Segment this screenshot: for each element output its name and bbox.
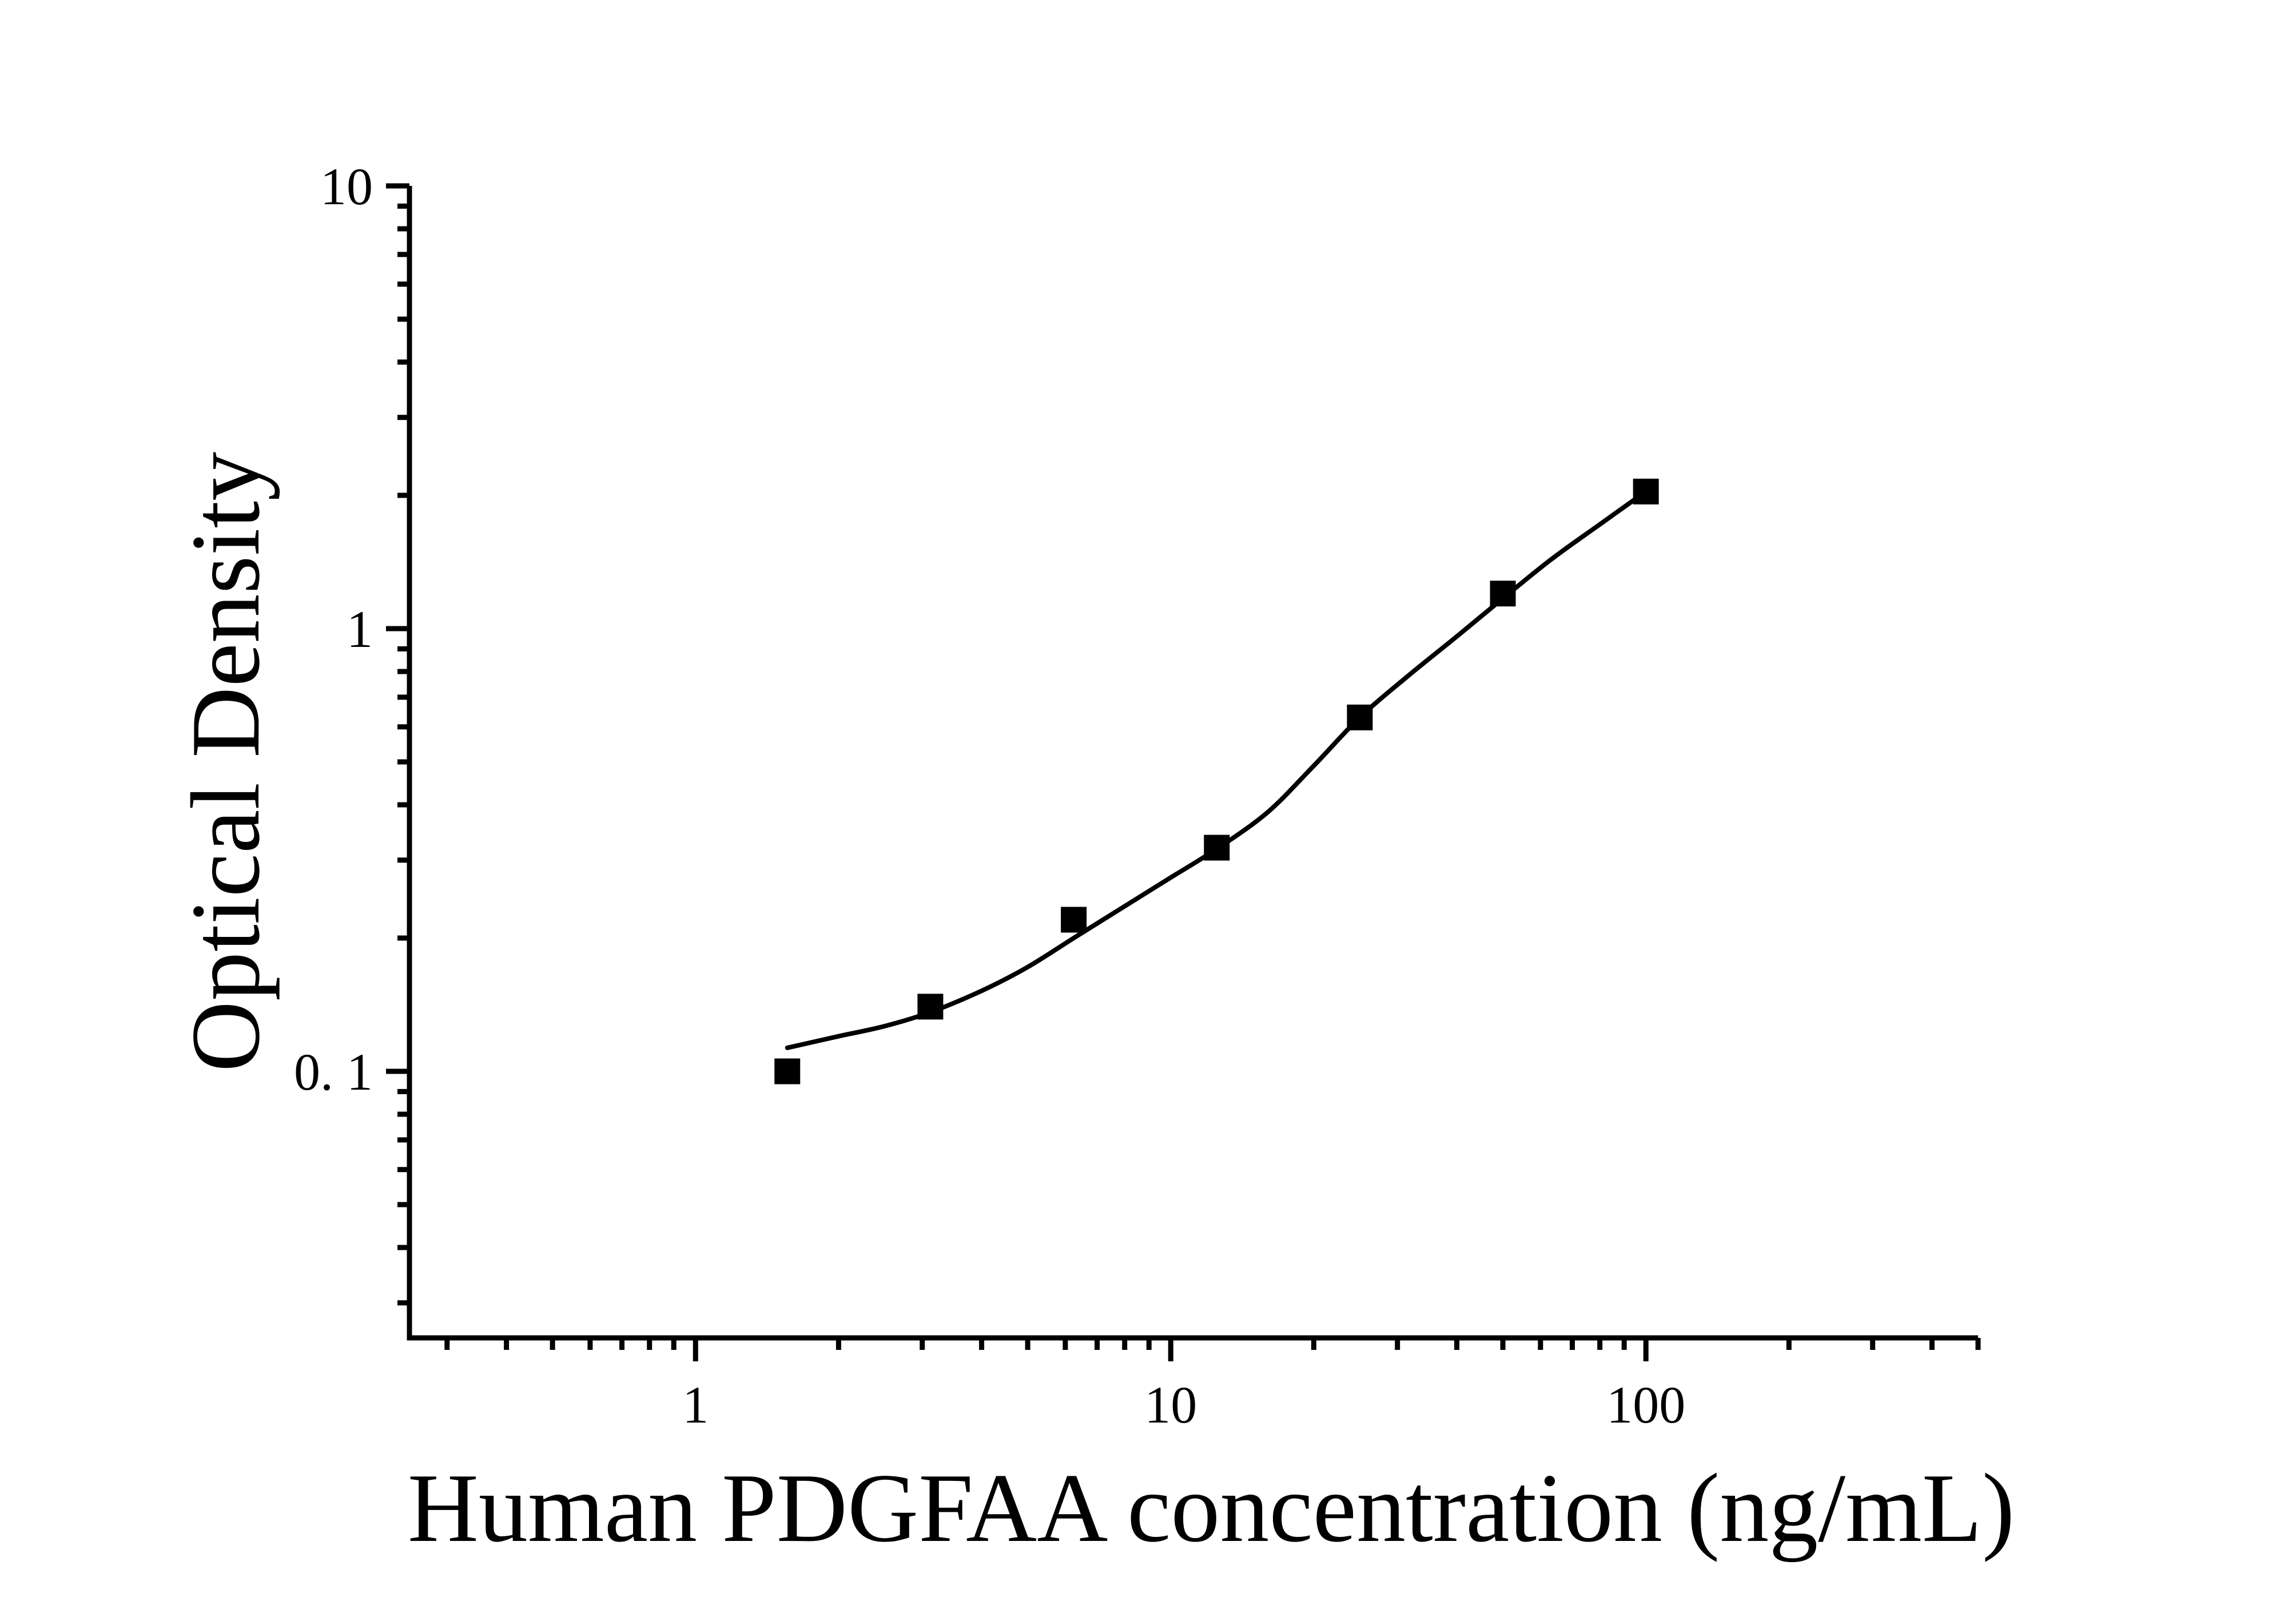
x-tick-label: 1 xyxy=(682,1376,709,1434)
fit-curve-group xyxy=(785,489,1649,1050)
data-point-marker xyxy=(1061,907,1087,933)
data-point-marker xyxy=(774,1058,801,1084)
data-point-marker xyxy=(1204,835,1230,861)
data-point-marker xyxy=(1490,581,1516,607)
y-tick-label: 1 xyxy=(347,600,373,658)
fit-curve xyxy=(785,489,1649,1050)
x-tick-label: 10 xyxy=(1144,1376,1197,1434)
x-axis-title: Human PDGFAA concentration (ng/mL) xyxy=(408,1454,2015,1563)
axes xyxy=(407,186,1978,1341)
x-tick-label: 100 xyxy=(1606,1376,1685,1434)
data-point-marker xyxy=(1347,704,1373,730)
axis-ticks xyxy=(386,183,1981,1361)
tick-labels: 1 10 100 10 1 0. 1 xyxy=(294,157,1685,1434)
y-axis-title: Optical Density xyxy=(172,452,280,1072)
y-tick-label: 10 xyxy=(320,157,373,216)
data-point-marker xyxy=(1633,478,1659,504)
data-point-marker xyxy=(917,994,944,1020)
data-points-group xyxy=(774,478,1659,1084)
y-tick-label: 0. 1 xyxy=(294,1043,373,1101)
